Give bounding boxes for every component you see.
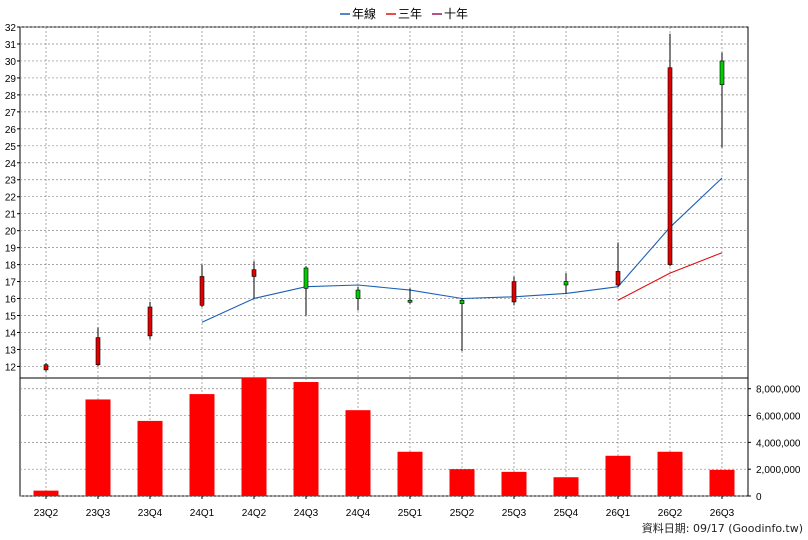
price-tick-label: 27 [5,108,17,119]
volume-bar [501,471,527,496]
x-tick-label: 23Q4 [138,508,163,519]
x-tick-label: 25Q1 [398,508,423,519]
volume-bar [709,469,735,496]
price-tick-label: 13 [5,345,17,356]
price-tick-label: 24 [5,159,17,170]
volume-plot-area [19,377,749,497]
price-tick-label: 23 [5,176,17,187]
candle-body [459,299,465,304]
x-tick-label: 24Q4 [346,508,371,519]
candlestick [303,266,309,316]
price-tick-label: 15 [5,312,17,323]
candle-body [303,267,309,289]
volume-tick-label: 8,000,000 [756,385,801,396]
legend-item: 十年 [432,7,468,21]
x-tick-label: 25Q2 [450,508,475,519]
x-tick-label: 24Q1 [190,508,215,519]
x-tick-label: 23Q2 [34,508,59,519]
price-tick-label: 16 [5,295,17,306]
volume-bar [605,455,631,496]
price-tick-label: 30 [5,57,17,68]
price-tick-label: 12 [5,362,17,373]
candlestick [95,327,101,367]
x-tick-label: 26Q2 [658,508,683,519]
legend-item: 三年 [386,7,422,21]
x-tick-label: 23Q3 [86,508,111,519]
candlestick [667,33,673,267]
x-tick-label: 24Q3 [294,508,319,519]
volume-bar [553,477,579,496]
price-tick-label: 29 [5,74,17,85]
volume-tick-label: 2,000,000 [756,465,801,476]
price-tick-label: 14 [5,328,17,339]
candlestick [563,273,569,294]
price-tick-label: 22 [5,193,17,204]
footer-text: 資料日期: 09/17 (Goodinfo.tw) [642,521,803,535]
price-tick-label: 25 [5,142,17,153]
volume-bar [189,394,215,496]
volume-bar [449,469,475,496]
price-tick-label: 17 [5,278,17,289]
candle-body [667,67,673,265]
legend-label: 十年 [444,7,468,21]
x-tick-label: 25Q4 [554,508,579,519]
candlestick [147,301,153,340]
candlestick [251,261,257,299]
volume-bar [33,490,59,496]
price-tick-label: 26 [5,125,17,136]
legend: 年線 三年 十年 [340,6,468,21]
volume-tick-label: 6,000,000 [756,412,801,423]
x-tick-label: 24Q2 [242,508,267,519]
volume-bar [293,382,319,496]
candle-body [147,306,153,337]
candle-body [43,364,49,371]
price-panel: 12 13 14 15 16 17 18 19 20 21 22 23 24 25 26 27 28 29 30 31… [5,23,749,381]
volume-bar [345,410,371,496]
candle-body [407,299,413,303]
volume-panel: 0 2,000,000 4,000,000 6,000,000 8,000,000 [19,377,801,503]
legend-label: 年線 [352,6,376,21]
x-tick-label: 26Q1 [606,508,631,519]
candle-body [563,281,569,286]
series-line [617,252,723,301]
volume-bar [241,378,267,496]
volume-bar [397,451,423,496]
candlestick [511,276,517,306]
price-tick-label: 31 [5,40,17,51]
x-tick-label: 25Q3 [502,508,527,519]
price-tick-label: 21 [5,210,17,221]
candle-body [511,281,517,303]
candlestick [355,286,361,311]
legend-item: 年線 [340,6,376,21]
candle-body [615,271,621,286]
candle-body [719,60,725,86]
legend-label: 三年 [398,7,422,21]
candlestick [615,242,621,287]
price-plot-area [19,26,749,381]
candle-body [355,289,361,299]
candle-body [95,337,101,366]
price-tick-label: 32 [5,23,17,34]
candlestick [199,264,205,308]
volume-bar [85,399,111,496]
volume-tick-label: 4,000,000 [756,438,801,449]
volume-bar [137,420,163,496]
price-tick-label: 18 [5,261,17,272]
x-axis: 23Q2 23Q3 23Q4 24Q1 24Q2 24Q3 24Q4 25Q1 25Q2 25Q3… [34,496,735,519]
volume-bar [657,451,683,496]
candlestick [407,288,413,304]
series-line [201,177,723,323]
price-tick-label: 28 [5,91,17,102]
volume-tick-label: 0 [756,492,762,503]
price-tick-label: 19 [5,244,17,255]
candle-body [199,276,205,306]
candlestick [459,298,465,352]
price-tick-label: 20 [5,227,17,238]
candle-body [251,269,257,277]
x-tick-label: 26Q3 [710,508,735,519]
candlestick [43,363,49,372]
candlestick [719,52,725,148]
